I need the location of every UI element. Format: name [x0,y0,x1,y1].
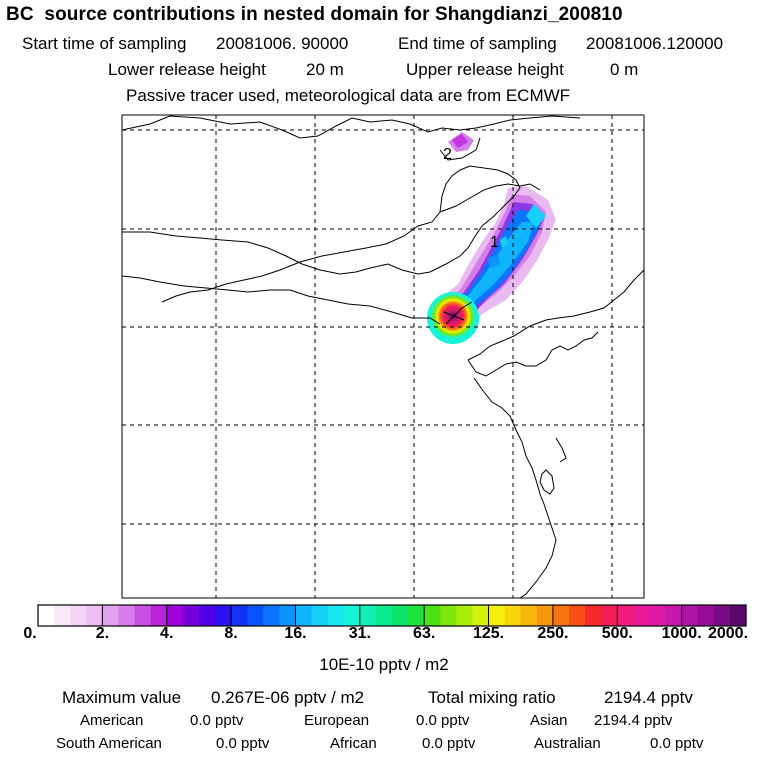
colorbar-tick-label: 2000. [707,625,749,642]
colorbar-unit: 10E-10 pptv / m2 [319,655,449,674]
colorbar-swatch [150,605,168,626]
colorbar-swatch [552,605,570,626]
plot-title: BC source contributions in nested domain… [6,4,623,25]
coastlines [122,115,644,598]
lower-height-label: Lower release height [108,60,266,79]
colorbar-swatch [263,605,280,626]
total-mixing-label: Total mixing ratio [428,688,556,707]
lower-height-value: 20 m [306,60,344,79]
colorbar-swatch [327,605,345,626]
marker-label-1: 1 [490,234,499,251]
region-african-label: African [330,735,377,752]
colorbar-tick-label: 2. [95,625,110,642]
region-australian-value: 0.0 pptv [650,735,704,752]
colorbar-swatch [247,605,264,626]
colorbar-swatch [102,605,120,626]
colorbar-swatch [198,605,216,626]
region-asian-label: Asian [530,712,568,729]
upper-height-label: Upper release height [406,60,564,79]
colorbar-swatch [118,605,136,626]
region-american-label: American [80,712,144,729]
colorbar-swatch [231,605,248,626]
end-time-value: 20081006.120000 [586,34,724,53]
colorbar-swatch [279,605,297,626]
region-american-value: 0.0 pptv [190,712,244,729]
max-value: 0.267E-06 pptv / m2 [211,688,365,707]
colorbar-swatch [440,605,457,626]
colorbar-swatch [617,605,634,626]
colorbar-swatch [456,605,474,626]
colorbar-swatch [424,605,441,626]
upper-height-value: 0 m [610,60,639,79]
colorbar-swatch [182,605,200,626]
colorbar-swatch [520,605,538,626]
colorbar-swatch [665,605,683,626]
colorbar-swatch [343,605,361,626]
colorbar-tick-label: 250. [537,625,569,642]
colorbar-swatch [38,605,55,626]
colorbar-tick-label: 0. [23,625,37,642]
region-european-value: 0.0 pptv [416,712,470,729]
colorbar-tick-label: 31. [348,625,371,642]
graticule [122,115,644,598]
colorbar-tick-label: 16. [284,625,307,642]
colorbar-swatch [166,605,184,626]
colorbar-tick-label: 1000. [661,625,702,642]
map-area: 1 2 [122,115,644,598]
marker-label-2: 2 [443,146,452,163]
colorbar-swatch [86,605,103,626]
colorbar-swatch [375,605,393,626]
receptor-site [443,301,473,325]
colorbar-tick-label: 4. [160,625,174,642]
colorbar-swatch [713,605,731,626]
total-mixing-value: 2194.4 pptv [604,688,693,707]
colorbar-swatch [536,605,554,626]
colorbar-swatch [215,605,232,626]
colorbar-swatch [408,605,425,626]
colorbar-swatch [472,605,490,626]
colorbar-swatch [54,605,71,626]
colorbar-swatch [633,605,651,626]
colorbar-swatch [504,605,522,626]
colorbar-frame [37,604,747,627]
colorbar-tick-label: 125. [472,625,505,642]
colorbar-swatch [295,605,313,626]
max-value-label: Maximum value [62,688,182,707]
colorbar [38,605,747,626]
colorbar-tick-label: 8. [224,625,238,642]
colorbar-swatch [585,605,602,626]
colorbar-swatch [601,605,618,626]
region-south-american-label: South American [56,735,162,752]
region-south-american-value: 0.0 pptv [216,735,270,752]
tracer-note: Passive tracer used, meteorological data… [126,86,571,105]
region-african-value: 0.0 pptv [422,735,476,752]
region-european-label: European [304,712,370,729]
region-asian-value: 2194.4 pptv [594,712,673,729]
colorbar-tick-label: 63. [413,625,436,642]
start-time-label: Start time of sampling [22,34,187,53]
colorbar-swatch [729,605,747,626]
map-frame [121,114,645,599]
colorbar-swatch [681,605,699,626]
end-time-label: End time of sampling [398,34,557,53]
colorbar-tick-label: 500. [601,625,633,642]
colorbar-swatch [488,605,506,626]
colorbar-swatch [392,605,409,626]
colorbar-swatch [70,605,87,626]
start-time-value: 20081006. 90000 [216,34,349,53]
colorbar-swatch [649,605,667,626]
colorbar-swatch [134,605,152,626]
colorbar-swatch [359,605,377,626]
colorbar-swatch [311,605,329,626]
colorbar-swatch [697,605,715,626]
colorbar-swatch [569,605,586,626]
region-australian-label: Australian [534,735,601,752]
